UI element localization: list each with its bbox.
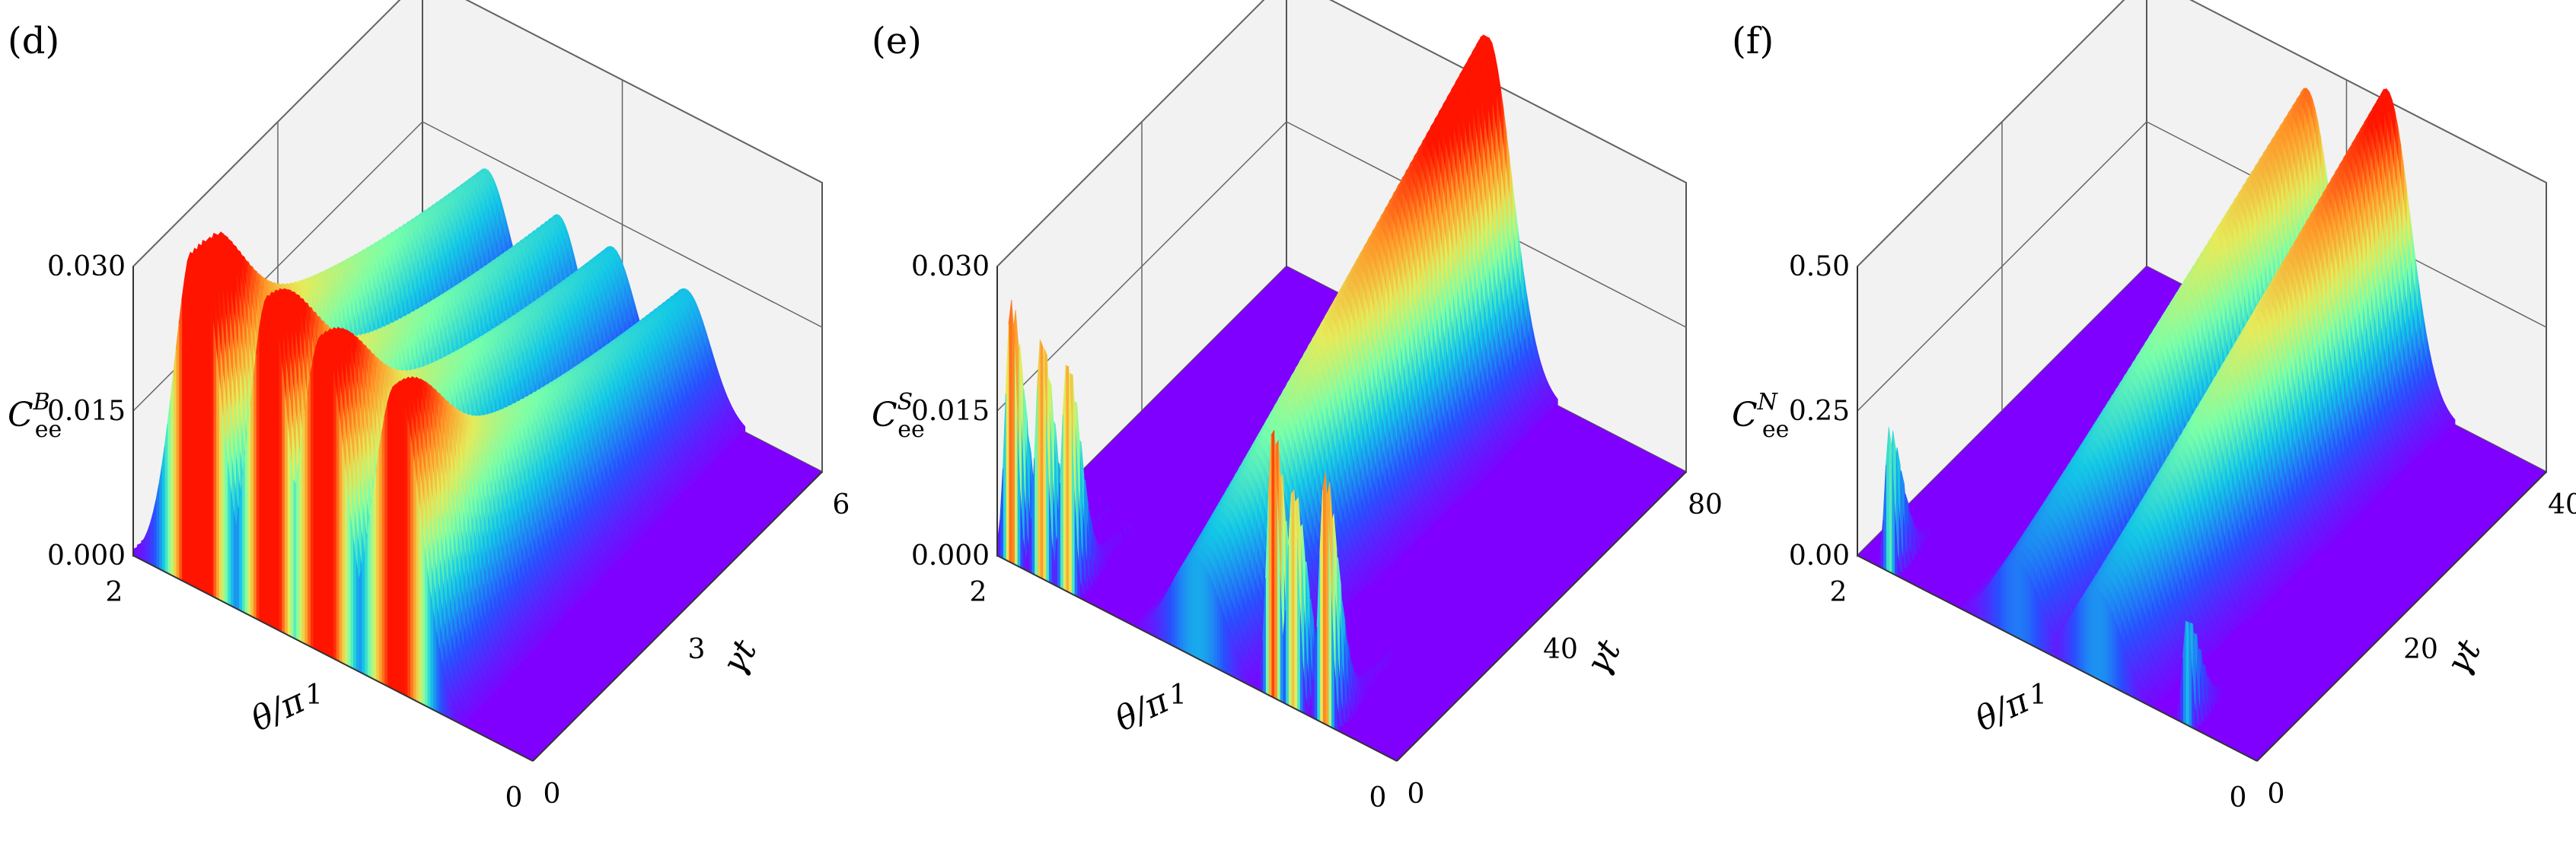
gridline [132, 0, 823, 267]
